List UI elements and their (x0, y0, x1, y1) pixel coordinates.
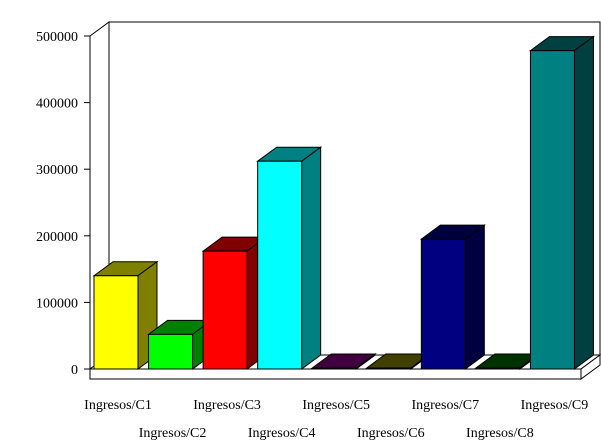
bar-2 (147, 319, 214, 370)
bar-front (529, 50, 575, 370)
bar-front (202, 250, 248, 370)
back-wall (108, 21, 601, 356)
y-tick-label: 300000 (36, 163, 78, 178)
y-tick-label: 200000 (36, 230, 78, 245)
x-tick-label: Ingresos/C3 (193, 398, 261, 413)
x-tick-label: Ingresos/C8 (466, 426, 534, 441)
x-tick-label: Ingresos/C6 (357, 426, 425, 441)
y-tick-label: 100000 (36, 296, 78, 311)
y-tick-label: 0 (71, 363, 78, 378)
floor-front (89, 368, 582, 380)
bar-front (148, 333, 194, 370)
bar-side (355, 353, 376, 370)
bar-side (573, 35, 594, 370)
bar-3 (201, 236, 268, 370)
x-tick-label: Ingresos/C9 (521, 398, 589, 413)
x-tick-label: Ingresos/C7 (411, 398, 479, 413)
bars-group (92, 35, 595, 370)
bar-front (257, 160, 303, 370)
x-tick-label: Ingresos/C5 (302, 398, 370, 413)
bar-front (420, 238, 466, 370)
bar-5 (310, 353, 377, 370)
y-tick-label: 500000 (36, 30, 78, 45)
y-tick-label: 400000 (36, 97, 78, 112)
bar-9 (528, 35, 595, 370)
x-tick-label: Ingresos/C1 (84, 398, 152, 413)
bar-4 (256, 146, 323, 370)
y-axis: 0 100000 200000 300000 400000 500000 (36, 30, 90, 378)
bar-side (464, 224, 485, 370)
x-axis-labels: Ingresos/C1 Ingresos/C2 Ingresos/C3 Ingreso… (84, 398, 588, 441)
floor-right (580, 354, 601, 380)
x-tick-label: Ingresos/C4 (248, 426, 316, 441)
x-tick-label: Ingresos/C2 (139, 426, 207, 441)
bar-front (93, 275, 139, 370)
bar-7 (419, 224, 486, 370)
bar-side (301, 146, 322, 370)
bar-1 (92, 260, 159, 370)
